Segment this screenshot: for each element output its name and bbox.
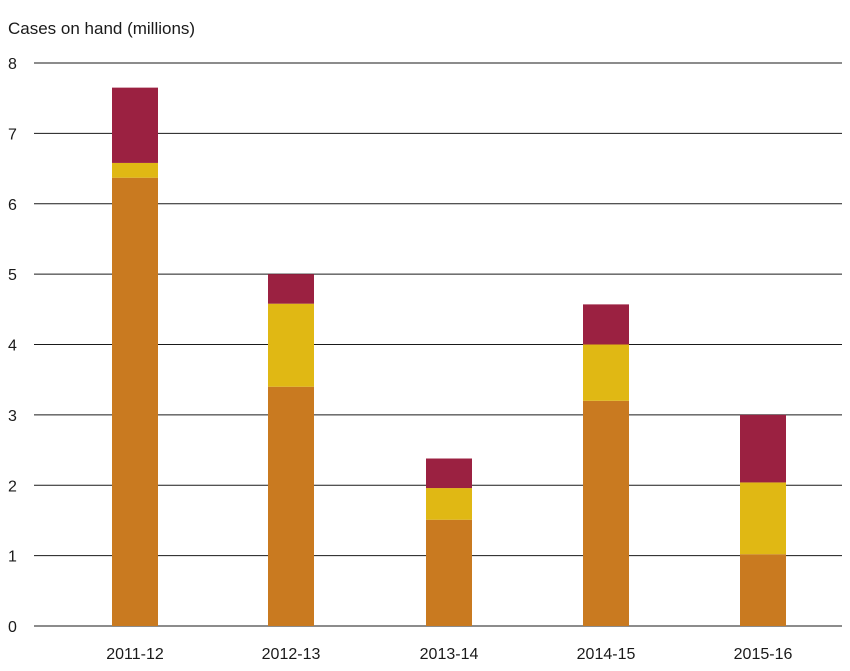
bar-segment-2012-13-series-1	[268, 303, 314, 387]
y-tick-label-3: 3	[8, 408, 17, 425]
y-tick-label-6: 6	[8, 197, 17, 214]
y-tick-label-4: 4	[8, 338, 17, 355]
bar-segment-2012-13-series-2	[268, 274, 314, 304]
bar-segment-2011-12-series-0	[112, 177, 158, 626]
bar-segment-2015-16-series-0	[740, 554, 786, 626]
bar-segment-2013-14-series-0	[426, 519, 472, 626]
x-tick-label-2011-12: 2011-12	[106, 646, 164, 663]
y-tick-label-1: 1	[8, 549, 17, 566]
y-tick-label-5: 5	[8, 267, 17, 284]
bar-segment-2012-13-series-0	[268, 386, 314, 626]
bar-segment-2013-14-series-1	[426, 488, 472, 520]
bars	[112, 87, 786, 626]
bar-segment-2015-16-series-1	[740, 482, 786, 555]
bar-stack-2014-15	[583, 304, 629, 626]
y-tick-label-7: 7	[8, 126, 17, 143]
bar-segment-2011-12-series-2	[112, 87, 158, 163]
x-tick-label-2014-15: 2014-15	[577, 646, 636, 663]
bar-stack-2013-14	[426, 458, 472, 626]
bar-segment-2014-15-series-2	[583, 304, 629, 345]
bar-segment-2015-16-series-2	[740, 414, 786, 483]
bar-stack-2012-13	[268, 274, 314, 626]
bar-segment-2014-15-series-1	[583, 344, 629, 401]
y-tick-label-2: 2	[8, 478, 17, 495]
x-tick-label-2015-16: 2015-16	[734, 646, 793, 663]
x-axis-ticks: 2011-12 2012-13 2013-14 2014-15 2015-16	[106, 646, 792, 663]
bar-segment-2014-15-series-0	[583, 400, 629, 626]
y-axis-ticks: 0 1 2 3 4 5 6 7 8	[8, 56, 17, 636]
y-tick-label-0: 0	[8, 619, 17, 636]
x-tick-label-2012-13: 2012-13	[262, 646, 321, 663]
gridlines	[34, 62, 842, 627]
bar-stack-2015-16	[740, 414, 786, 626]
bar-segment-2013-14-series-2	[426, 458, 472, 489]
y-tick-label-8: 8	[8, 56, 17, 73]
bar-stack-2011-12	[112, 87, 158, 626]
bar-segment-2011-12-series-1	[112, 162, 158, 178]
y-axis-label: Cases on hand (millions)	[8, 19, 195, 38]
x-tick-label-2013-14: 2013-14	[420, 646, 479, 663]
